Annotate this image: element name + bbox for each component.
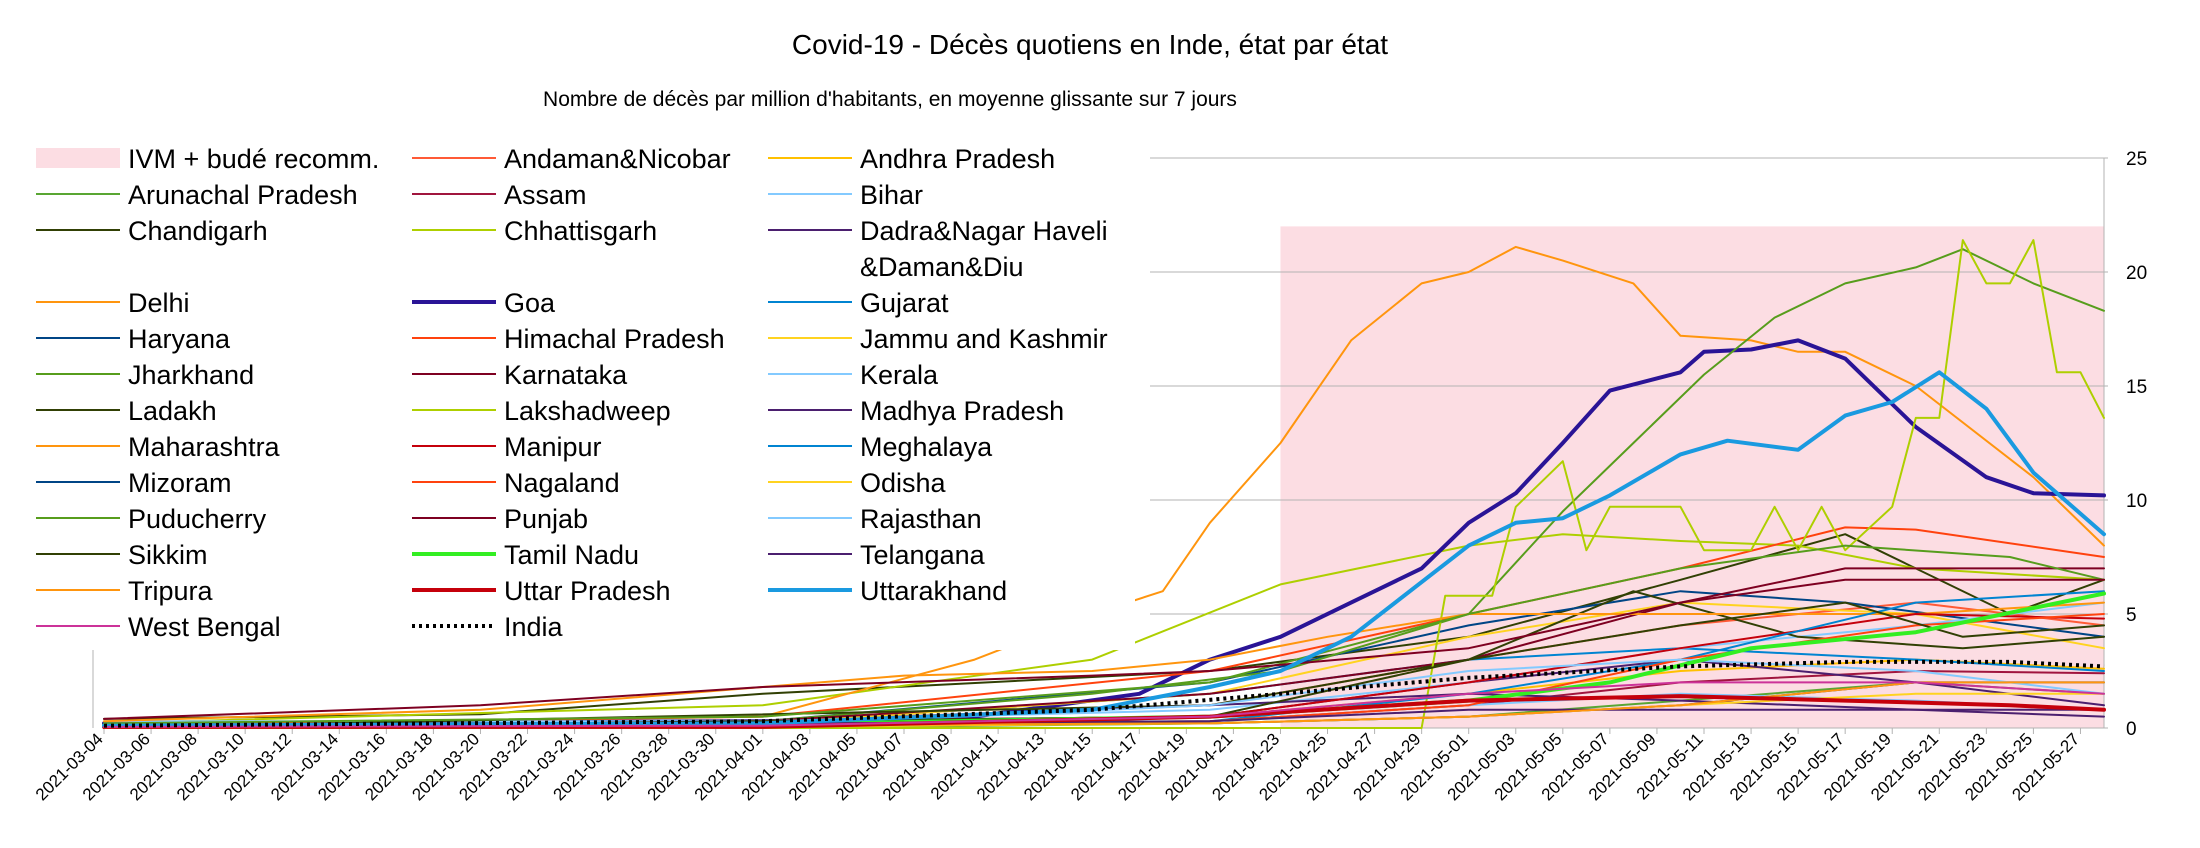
legend-label-himachal-pradesh: Himachal Pradesh	[504, 324, 725, 354]
legend-label-arunachal-pradesh: Arunachal Pradesh	[128, 180, 358, 210]
legend-label-ivm-bud-recomm: IVM + budé recomm.	[128, 144, 379, 174]
shaded-region-layer	[1280, 226, 2104, 728]
series-line-puducherry	[103, 544, 2105, 725]
series-line-lakshadweep	[103, 239, 2105, 729]
legend-label-odisha: Odisha	[860, 468, 947, 498]
legend-label-puducherry: Puducherry	[128, 504, 267, 534]
legend-label-ladakh: Ladakh	[128, 396, 217, 426]
legend-label-manipur: Manipur	[504, 432, 602, 462]
legend-label-dadra-nagar-haveli-daman-diu: Dadra&Nagar Haveli	[860, 216, 1108, 246]
series-line-india	[103, 659, 2105, 728]
legend-label-gujarat: Gujarat	[860, 288, 949, 318]
legend-label-goa: Goa	[504, 288, 556, 318]
legend-label-lakshadweep: Lakshadweep	[504, 396, 671, 426]
legend: IVM + budé recomm. Andaman&Nicobar Andhra …	[30, 140, 1135, 650]
series-line-chhattisgarh	[103, 533, 2105, 725]
series-line-uttarakhand	[102, 370, 2106, 728]
legend-label-kerala: Kerala	[860, 360, 939, 390]
series-line-goa	[102, 338, 2106, 726]
legend-label-tripura: Tripura	[128, 576, 214, 606]
legend-label-andhra-pradesh: Andhra Pradesh	[860, 144, 1055, 174]
legend-label-andaman-nicobar: Andaman&Nicobar	[504, 144, 731, 174]
legend-label-tamil-nadu: Tamil Nadu	[504, 540, 639, 570]
legend-swatch-ivm-bud-recomm	[36, 148, 120, 168]
chart-subtitle: Nombre de décès par million d'habitants,…	[543, 88, 1237, 111]
series-line-west-bengal	[103, 681, 2105, 728]
legend-label-dadra-nagar-haveli-daman-diu: &Daman&Diu	[860, 252, 1024, 282]
legend-label-uttarakhand: Uttarakhand	[860, 576, 1007, 606]
y-tick-label: 25	[2126, 149, 2147, 170]
legend-label-punjab: Punjab	[504, 504, 588, 534]
legend-label-chandigarh: Chandigarh	[128, 216, 268, 246]
y-tick-label: 10	[2126, 491, 2147, 512]
legend-label-assam: Assam	[504, 180, 587, 210]
y-tick-label: 0	[2126, 719, 2137, 740]
series-line-karnataka	[103, 567, 2105, 727]
shaded-region	[1280, 226, 2104, 728]
legend-label-bihar: Bihar	[860, 180, 923, 210]
legend-label-delhi: Delhi	[128, 288, 190, 318]
legend-label-madhya-pradesh: Madhya Pradesh	[860, 396, 1064, 426]
legend-label-india: India	[504, 612, 564, 642]
series-line-tripura	[103, 681, 2105, 729]
y-tick-label: 15	[2126, 377, 2147, 398]
chart-title: Covid-19 - Décès quotiens en Inde, état …	[792, 29, 1388, 60]
legend-label-west-bengal: West Bengal	[128, 612, 281, 642]
legend-label-jharkhand: Jharkhand	[128, 360, 254, 390]
y-tick-label: 5	[2126, 605, 2137, 626]
legend-label-uttar-pradesh: Uttar Pradesh	[504, 576, 671, 606]
y-tick-label: 20	[2126, 263, 2147, 284]
legend-label-nagaland: Nagaland	[504, 468, 620, 498]
legend-label-karnataka: Karnataka	[504, 360, 628, 390]
legend-label-rajasthan: Rajasthan	[860, 504, 982, 534]
legend-label-sikkim: Sikkim	[128, 540, 208, 570]
legend-label-chhattisgarh: Chhattisgarh	[504, 216, 657, 246]
plot-area	[102, 239, 2106, 729]
legend-label-jammu-and-kashmir: Jammu and Kashmir	[860, 324, 1108, 354]
legend-label-maharashtra: Maharashtra	[128, 432, 281, 462]
legend-label-haryana: Haryana	[128, 324, 231, 354]
legend-label-mizoram: Mizoram	[128, 468, 232, 498]
legend-background	[30, 140, 1135, 650]
legend-label-telangana: Telangana	[860, 540, 986, 570]
series-line-punjab	[103, 578, 2105, 720]
legend-label-meghalaya: Meghalaya	[860, 432, 993, 462]
